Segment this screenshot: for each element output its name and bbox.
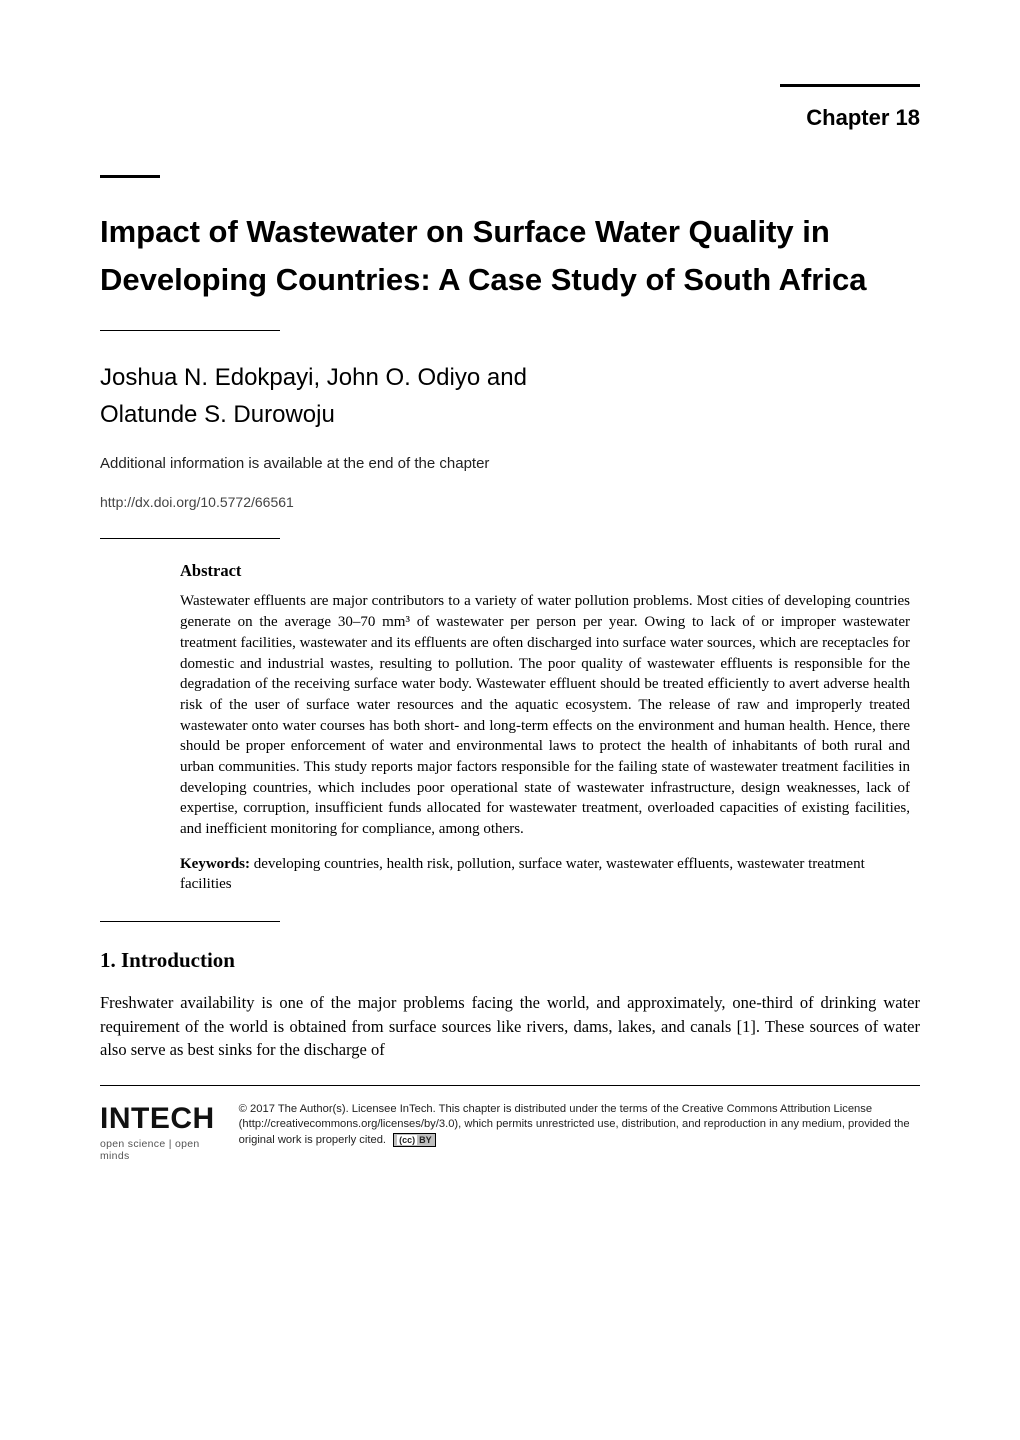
- separator-above-section: [100, 921, 280, 922]
- section-1-heading: 1. Introduction: [100, 948, 920, 973]
- authors-line-1: Joshua N. Edokpayi, John O. Odiyo and: [100, 359, 920, 396]
- separator-above-abstract: [100, 538, 280, 539]
- separator-under-title: [100, 330, 280, 331]
- keywords-text: developing countries, health risk, pollu…: [180, 856, 865, 893]
- authors: Joshua N. Edokpayi, John O. Odiyo and Ol…: [100, 359, 920, 433]
- additional-info: Additional information is available at t…: [100, 455, 920, 472]
- footer-rule: [100, 1085, 920, 1086]
- license-text: © 2017 The Author(s). Licensee InTech. T…: [239, 1102, 920, 1147]
- top-rule-right: [780, 84, 920, 87]
- abstract-heading: Abstract: [180, 561, 910, 581]
- abstract-body: Wastewater effluents are major contribut…: [180, 591, 910, 839]
- publisher-logo: INTECH open science | open minds: [100, 1102, 215, 1162]
- keywords-label: Keywords:: [180, 856, 250, 872]
- publisher-logo-tagline: open science | open minds: [100, 1138, 215, 1162]
- top-rule-row: [100, 84, 920, 87]
- title-rule: [100, 175, 160, 178]
- abstract-block: Abstract Wastewater effluents are major …: [100, 561, 920, 895]
- license-body: © 2017 The Author(s). Licensee InTech. T…: [239, 1103, 910, 1145]
- page: Chapter 18 Impact of Wastewater on Surfa…: [0, 0, 1020, 1440]
- keywords: Keywords: developing countries, health r…: [180, 854, 910, 895]
- cc-badge-left: (cc): [397, 1135, 417, 1145]
- chapter-title: Impact of Wastewater on Surface Water Qu…: [100, 208, 920, 304]
- authors-line-2: Olatunde S. Durowoju: [100, 396, 920, 433]
- chapter-label: Chapter 18: [100, 105, 920, 131]
- publisher-logo-word: INTECH: [100, 1102, 215, 1136]
- doi-link[interactable]: http://dx.doi.org/10.5772/66561: [100, 494, 920, 510]
- section-1-para: Freshwater availability is one of the ma…: [100, 991, 920, 1061]
- cc-by-badge-icon: (cc)BY: [393, 1133, 436, 1147]
- cc-badge-right: BY: [419, 1135, 432, 1145]
- footer: INTECH open science | open minds © 2017 …: [100, 1102, 920, 1162]
